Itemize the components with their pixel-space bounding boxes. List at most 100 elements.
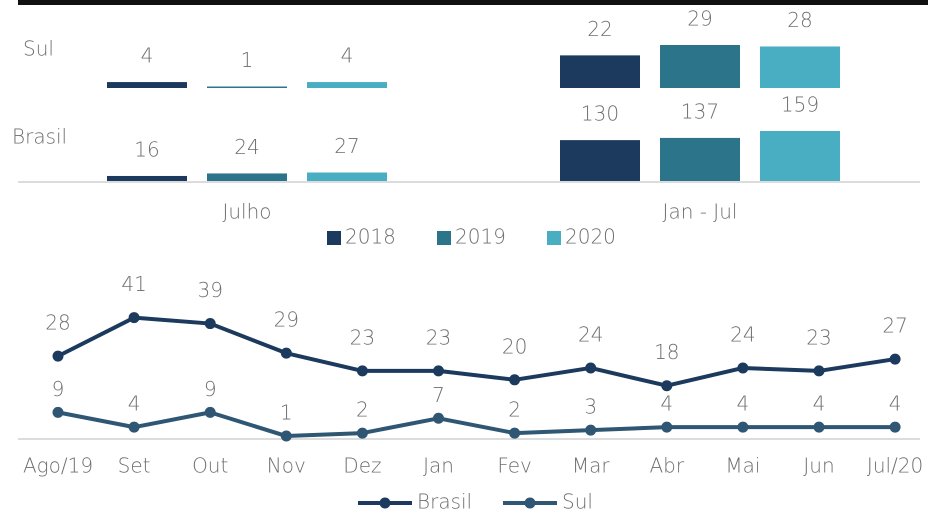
value-label: 16 <box>134 137 159 161</box>
value-label: 28 <box>45 311 70 335</box>
x-tick-label: Dez <box>343 454 381 478</box>
value-label: 20 <box>502 334 527 358</box>
x-tick-label: Jun <box>803 454 834 478</box>
legend-marker <box>379 497 391 509</box>
value-label: 3 <box>584 395 597 419</box>
value-label: 24 <box>578 322 603 346</box>
value-label: 27 <box>882 314 907 338</box>
marker <box>661 380 673 392</box>
marker <box>889 353 901 365</box>
marker <box>585 362 597 374</box>
legend-swatch <box>437 231 451 245</box>
x-tick-label: Nov <box>267 454 306 478</box>
bar <box>107 175 187 181</box>
value-label: 4 <box>660 392 673 416</box>
bar <box>107 82 187 88</box>
value-label: 9 <box>52 377 65 401</box>
value-label: 41 <box>121 272 146 296</box>
legend-label: Brasil <box>417 490 472 513</box>
marker <box>509 374 521 386</box>
row-label: Brasil <box>12 125 67 149</box>
value-label: 130 <box>581 102 619 126</box>
value-label: 4 <box>141 44 154 68</box>
line <box>57 410 896 439</box>
value-label: 4 <box>128 392 141 416</box>
marker <box>585 424 597 436</box>
bar <box>207 173 287 181</box>
legend-label: 2018 <box>345 225 396 249</box>
top-bar <box>18 0 928 5</box>
x-tick-label: Mai <box>725 454 760 478</box>
marker <box>280 347 292 359</box>
x-tick-label: Abr <box>649 454 684 478</box>
value-label: 137 <box>681 99 719 123</box>
category-label: Julho <box>222 200 271 224</box>
marker <box>356 365 368 377</box>
marker <box>204 318 216 330</box>
category-label: Jan - Jul <box>663 200 738 224</box>
value-label: 4 <box>341 44 354 68</box>
legend-marker <box>524 497 536 509</box>
value-label: 23 <box>806 325 831 349</box>
x-tick-label: Set <box>118 454 151 478</box>
value-label: 28 <box>787 8 812 32</box>
value-label: 29 <box>274 308 299 332</box>
value-label: 39 <box>197 278 222 302</box>
bar <box>760 46 840 88</box>
bar <box>660 45 740 88</box>
x-tick-label: Fev <box>497 454 532 478</box>
marker <box>433 365 444 377</box>
value-label: 23 <box>350 325 375 349</box>
value-label: 1 <box>241 48 254 72</box>
legend-label: 2020 <box>565 225 616 249</box>
value-label: 2 <box>508 398 521 422</box>
legend-label: Sul <box>562 490 593 513</box>
legend-label: 2019 <box>455 225 506 249</box>
legend-swatch <box>327 231 341 245</box>
marker <box>52 406 64 418</box>
x-tick-label: Ago/19 <box>23 454 93 478</box>
marker <box>737 362 749 374</box>
marker <box>813 365 825 377</box>
x-tick-label: Jul/20 <box>867 454 923 478</box>
marker <box>433 412 444 424</box>
x-tick-label: Out <box>192 454 228 478</box>
value-label: 9 <box>204 377 217 401</box>
value-label: 29 <box>687 7 712 31</box>
bar <box>307 172 387 181</box>
bar <box>560 55 640 88</box>
value-label: 27 <box>334 134 359 158</box>
bar <box>760 131 840 181</box>
marker <box>204 406 216 418</box>
bar <box>307 82 387 88</box>
value-label: 7 <box>432 383 445 407</box>
marker <box>737 421 749 433</box>
line <box>57 315 896 388</box>
value-label: 24 <box>234 135 259 159</box>
marker <box>356 427 368 439</box>
bar <box>560 140 640 181</box>
marker <box>128 421 140 433</box>
value-label: 22 <box>587 17 612 41</box>
x-tick-label: Mar <box>572 454 611 478</box>
legend-swatch <box>547 231 561 245</box>
marker <box>52 350 64 362</box>
marker <box>661 421 673 433</box>
marker <box>889 421 901 433</box>
value-label: 4 <box>889 392 902 416</box>
bar <box>207 86 287 88</box>
marker <box>280 430 292 442</box>
marker <box>813 421 825 433</box>
value-label: 159 <box>781 93 819 117</box>
marker <box>509 427 521 439</box>
value-label: 24 <box>730 322 755 346</box>
value-label: 4 <box>813 392 826 416</box>
x-tick-label: Jan <box>423 454 454 478</box>
value-label: 18 <box>654 340 679 364</box>
value-label: 23 <box>426 325 451 349</box>
value-label: 4 <box>737 392 750 416</box>
value-label: 2 <box>356 398 369 422</box>
bar <box>660 137 740 181</box>
